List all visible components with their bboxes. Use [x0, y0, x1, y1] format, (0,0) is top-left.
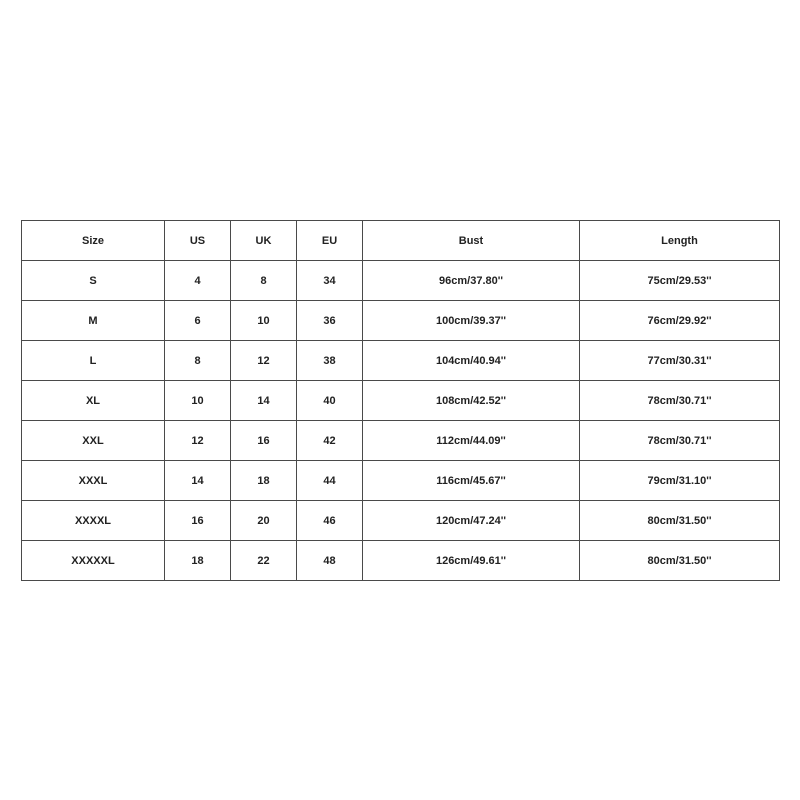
- table-cell: 8: [230, 260, 297, 301]
- table-row: S 4 8 34 96cm/37.80'' 75cm/29.53'': [21, 260, 780, 301]
- table-cell: 10: [230, 300, 297, 341]
- table-cell: 108cm/42.52'': [362, 380, 580, 421]
- table-cell: 36: [296, 300, 363, 341]
- table-cell: 104cm/40.94'': [362, 340, 580, 381]
- table-cell: 80cm/31.50'': [579, 540, 780, 581]
- table-cell: 75cm/29.53'': [579, 260, 780, 301]
- table-cell: 40: [296, 380, 363, 421]
- table-cell: 4: [164, 260, 231, 301]
- table-row: XL 10 14 40 108cm/42.52'' 78cm/30.71'': [21, 380, 780, 421]
- table-cell: 46: [296, 500, 363, 541]
- table-cell: 116cm/45.67'': [362, 460, 580, 501]
- header-row: Size US UK EU Bust Length: [21, 220, 780, 261]
- table-header: Size US UK EU Bust Length: [21, 220, 780, 261]
- table-cell: 10: [164, 380, 231, 421]
- table-cell: 14: [230, 380, 297, 421]
- table-row: M 6 10 36 100cm/39.37'' 76cm/29.92'': [21, 300, 780, 341]
- header-cell: EU: [296, 220, 363, 261]
- table-cell: 76cm/29.92'': [579, 300, 780, 341]
- table-cell: L: [21, 340, 165, 381]
- table-cell: XL: [21, 380, 165, 421]
- table-cell: XXXL: [21, 460, 165, 501]
- table-cell: 78cm/30.71'': [579, 420, 780, 461]
- table-row: L 8 12 38 104cm/40.94'' 77cm/30.31'': [21, 340, 780, 381]
- header-cell: Size: [21, 220, 165, 261]
- table-cell: 8: [164, 340, 231, 381]
- table-cell: 100cm/39.37'': [362, 300, 580, 341]
- table-cell: 12: [164, 420, 231, 461]
- table-cell: 77cm/30.31'': [579, 340, 780, 381]
- table-cell: 48: [296, 540, 363, 581]
- table-cell: 18: [164, 540, 231, 581]
- table-cell: 112cm/44.09'': [362, 420, 580, 461]
- table-cell: 18: [230, 460, 297, 501]
- table-cell: 80cm/31.50'': [579, 500, 780, 541]
- header-cell: Length: [579, 220, 780, 261]
- table-row: XXXXXL 18 22 48 126cm/49.61'' 80cm/31.50'': [21, 540, 780, 581]
- table-cell: 126cm/49.61'': [362, 540, 580, 581]
- table-cell: 79cm/31.10'': [579, 460, 780, 501]
- table-cell: XXXXL: [21, 500, 165, 541]
- header-cell: UK: [230, 220, 297, 261]
- table-cell: M: [21, 300, 165, 341]
- table-row: XXXL 14 18 44 116cm/45.67'' 79cm/31.10'': [21, 460, 780, 501]
- table-cell: S: [21, 260, 165, 301]
- table-row: XXL 12 16 42 112cm/44.09'' 78cm/30.71'': [21, 420, 780, 461]
- table-cell: XXL: [21, 420, 165, 461]
- table-cell: 16: [230, 420, 297, 461]
- table-body: S 4 8 34 96cm/37.80'' 75cm/29.53'' M 6 10 36 100cm…: [21, 260, 780, 581]
- table-cell: 14: [164, 460, 231, 501]
- table-cell: 96cm/37.80'': [362, 260, 580, 301]
- table-cell: 44: [296, 460, 363, 501]
- header-cell: Bust: [362, 220, 580, 261]
- table-cell: 78cm/30.71'': [579, 380, 780, 421]
- table-cell: 22: [230, 540, 297, 581]
- size-table: Size US UK EU Bust Length S 4 8 34 96cm/37.80'' 75…: [21, 220, 780, 581]
- table-cell: 12: [230, 340, 297, 381]
- table-cell: XXXXXL: [21, 540, 165, 581]
- table-cell: 16: [164, 500, 231, 541]
- table-cell: 42: [296, 420, 363, 461]
- table-row: XXXXL 16 20 46 120cm/47.24'' 80cm/31.50'': [21, 500, 780, 541]
- table-cell: 6: [164, 300, 231, 341]
- table-cell: 20: [230, 500, 297, 541]
- table-cell: 34: [296, 260, 363, 301]
- table-cell: 120cm/47.24'': [362, 500, 580, 541]
- table-cell: 38: [296, 340, 363, 381]
- header-cell: US: [164, 220, 231, 261]
